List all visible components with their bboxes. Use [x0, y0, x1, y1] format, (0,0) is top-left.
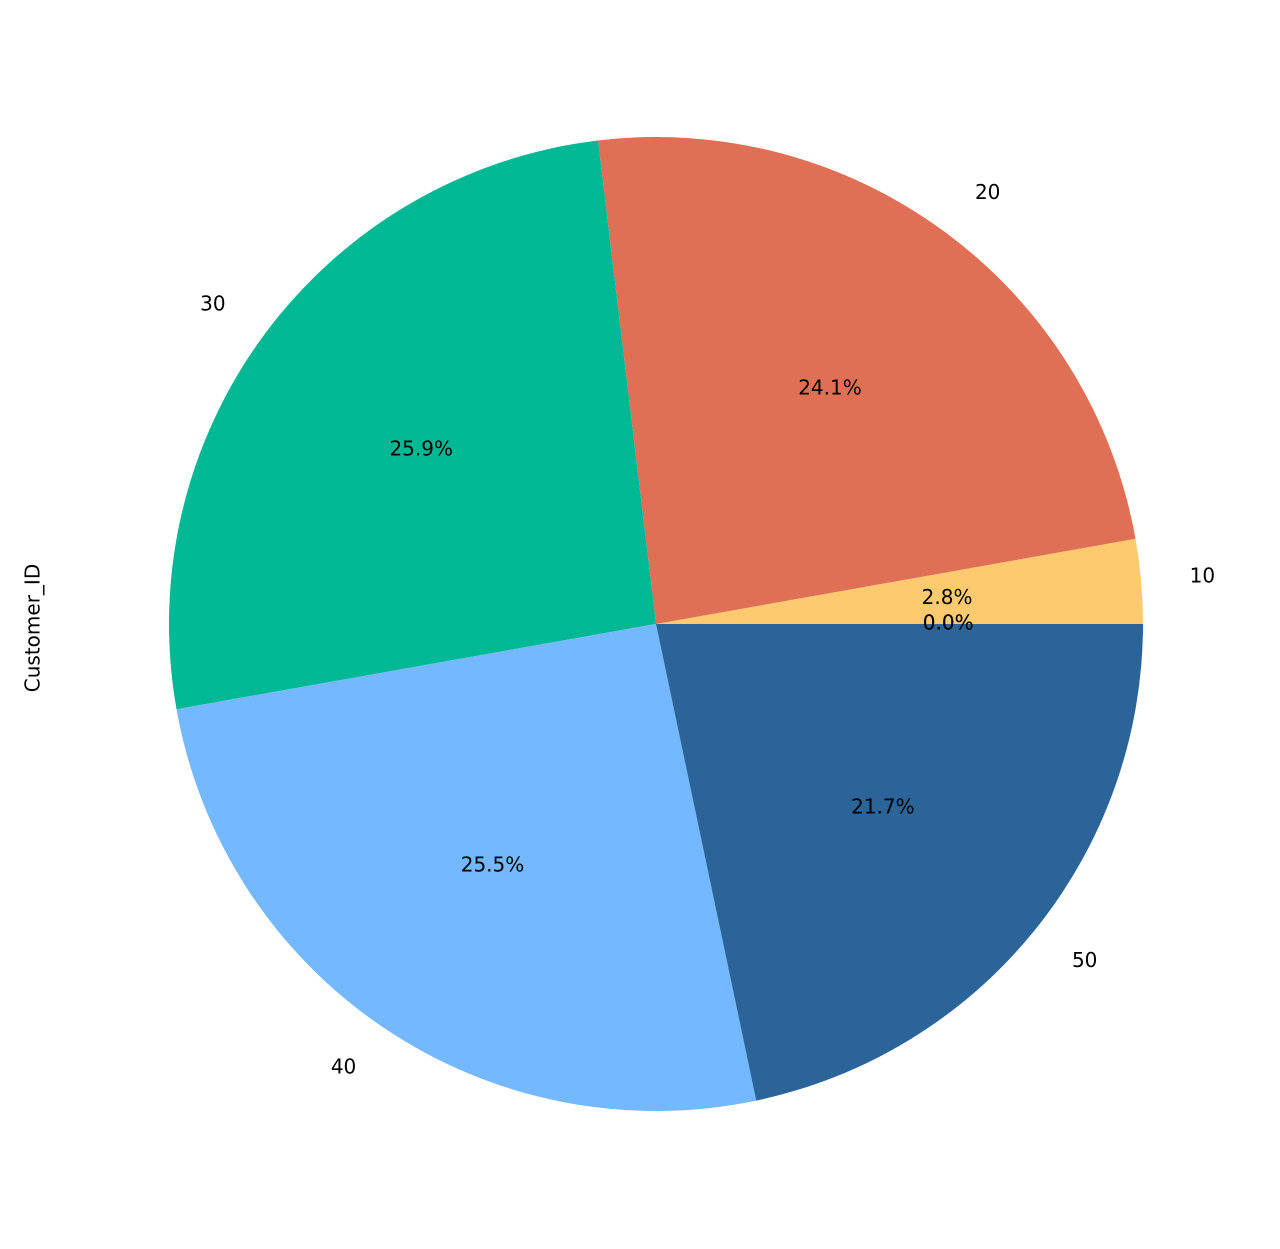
y-axis-label: Customer_ID	[21, 564, 45, 692]
pie-slices	[169, 137, 1143, 1111]
slice-category-label: 50	[1072, 948, 1097, 972]
pie-slice-40	[176, 624, 757, 1111]
slice-percent-label: 25.5%	[461, 853, 525, 877]
pie-slice-20	[597, 137, 1136, 624]
pie-labels: 102.8%2024.1%3025.9%4025.5%5021.7%0.0%0.…	[200, 180, 1215, 1078]
slice-percent-label: 25.9%	[389, 437, 453, 461]
slice-percent-label: 0.0%	[923, 611, 974, 635]
slice-category-label: 10	[1190, 563, 1215, 587]
pie-slice-10	[656, 538, 1143, 624]
slice-percent-label: 21.7%	[851, 795, 915, 819]
slice-category-label: 20	[975, 180, 1000, 204]
slice-percent-label: 2.8%	[922, 585, 973, 609]
pie-slice-50	[656, 624, 1143, 1101]
slice-percent-label: 0.0%	[923, 611, 974, 635]
slice-category-label: 30	[200, 292, 225, 316]
slice-percent-label: 24.1%	[798, 376, 862, 400]
slice-category-label: 40	[331, 1055, 356, 1079]
pie-slice-30	[169, 140, 656, 710]
